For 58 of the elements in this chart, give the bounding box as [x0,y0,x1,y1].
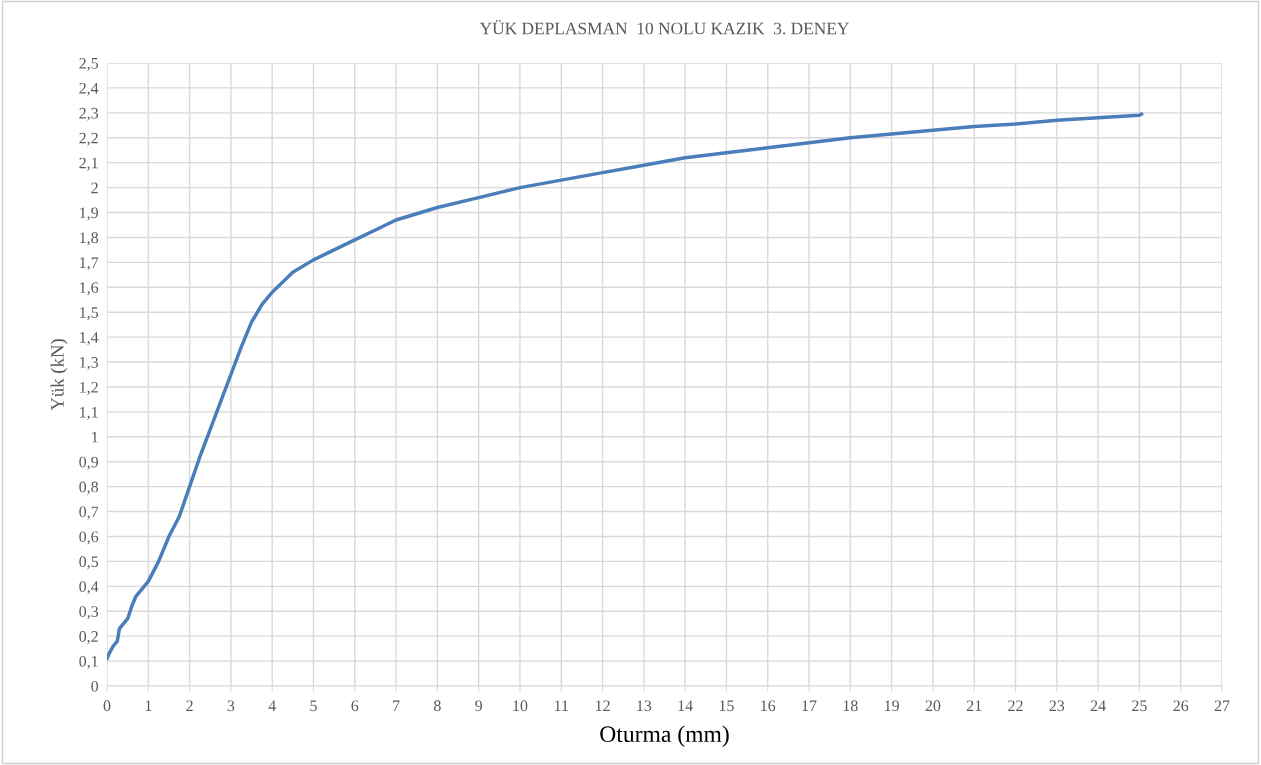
y-tick-label: 0,7 [79,506,99,520]
y-tick-label: 2,2 [79,132,98,146]
y-tick-label: 0,2 [79,631,98,645]
y-tick-label: 1 [92,431,98,443]
x-tick-label: 11 [554,700,568,711]
x-tick-label: 18 [843,700,858,712]
y-axis-title: Yük (kN) [50,339,68,411]
chart-title: YÜK DEPLASMAN 10 NOLU KAZIK 3. DENEY [479,20,849,35]
y-tick-label: 1,9 [80,207,99,221]
x-tick-label: 7 [393,700,400,711]
y-tick-label: 2 [91,182,98,194]
x-tick-label: 6 [351,700,359,712]
y-tick-label: 2,4 [79,82,99,96]
x-tick-label: 26 [1173,700,1189,712]
x-tick-label: 2 [186,700,193,711]
y-tick-label: 1,6 [80,282,99,296]
y-tick-label: 1,2 [80,381,98,395]
y-tick-label: 0,9 [79,456,99,470]
x-tick-label: 24 [1090,700,1106,711]
y-tick-label: 1,4 [80,332,99,346]
x-tick-label: 27 [1214,700,1230,711]
line-series [107,112,1144,661]
y-tick-label: 0,6 [79,531,99,545]
x-tick-label: 5 [310,700,317,712]
y-tick-label: 1,8 [80,232,99,246]
x-tick-label: 4 [268,700,276,711]
y-tick-label: 0,1 [79,656,98,670]
x-tick-label: 17 [802,700,817,711]
y-tick-label: 2,5 [79,57,99,71]
x-tick-label: 22 [1008,700,1023,711]
x-tick-label: 21 [966,700,982,711]
y-tick-label: 1,7 [80,257,99,271]
x-tick-label: 15 [719,700,734,712]
y-tick-label: 0,3 [79,606,99,620]
x-tick-label: 19 [885,700,899,712]
y-tick-label: 1,1 [80,406,98,420]
x-tick-label: 8 [433,700,441,712]
y-tick-label: 0 [91,680,99,692]
x-tick-label: 16 [761,700,776,712]
y-tick-label: 0,4 [79,581,99,595]
y-tick-label: 2,3 [79,107,99,121]
x-tick-label: 13 [637,700,652,712]
y-tick-label: 0,8 [79,481,99,495]
y-tick-label: 0,5 [79,556,99,570]
x-tick-label: 0 [103,700,111,712]
x-tick-label: 14 [678,700,693,711]
x-tick-label: 10 [513,700,528,712]
x-axis-title: Oturma (mm) [600,725,729,747]
x-tick-label: 12 [595,700,610,711]
y-tick-label: 1,3 [80,357,99,371]
x-tick-label: 20 [925,700,941,712]
x-tick-label: 9 [475,700,483,712]
x-tick-label: 3 [227,700,235,712]
y-tick-label: 2,1 [79,157,98,171]
x-tick-label: 23 [1049,700,1065,712]
y-tick-label: 1,5 [80,307,99,321]
x-tick-label: 1 [145,700,152,711]
x-tick-label: 25 [1132,700,1147,712]
